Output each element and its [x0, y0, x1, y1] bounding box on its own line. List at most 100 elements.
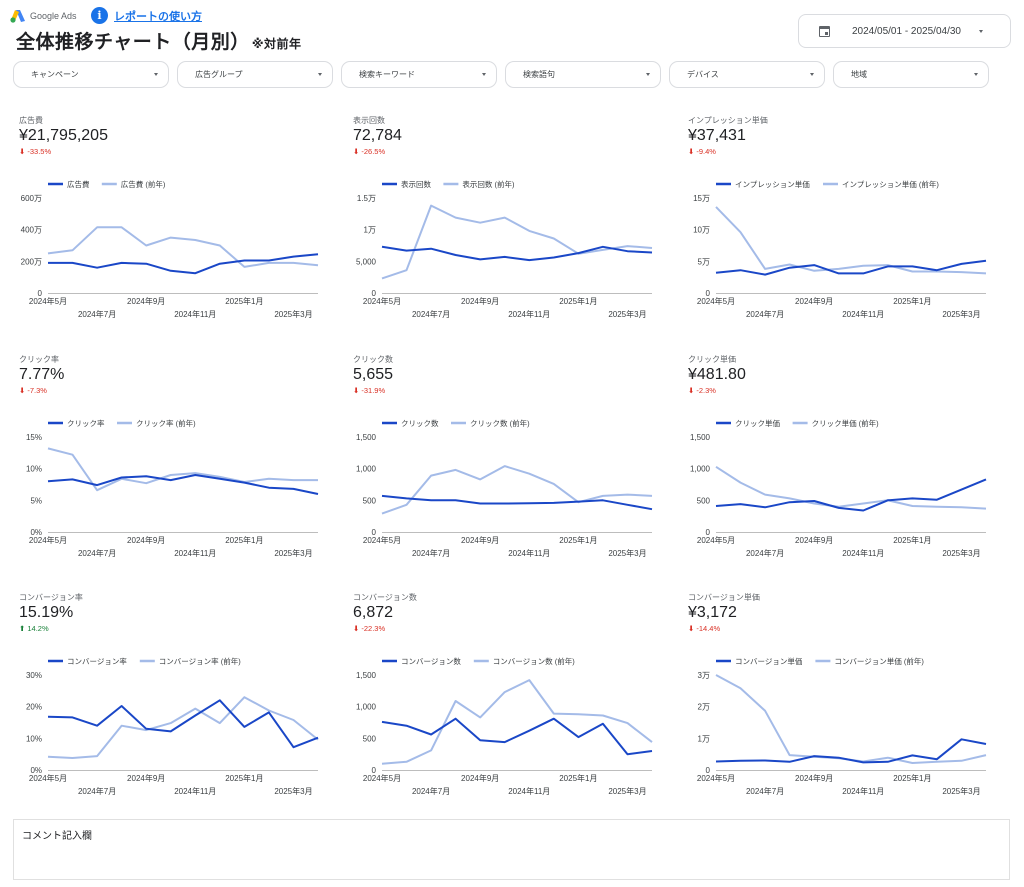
comment-box[interactable]: コメント記入欄	[13, 819, 1010, 880]
legend-item[interactable]: クリック率	[48, 418, 105, 428]
legend-item[interactable]: コンバージョン単価	[716, 656, 803, 666]
filter-label: デバイス	[687, 70, 719, 79]
x-tick-label: 2024年11月	[174, 548, 216, 558]
legend-item[interactable]: インプレッション単価 (前年)	[823, 179, 939, 189]
x-tick-label: 2024年5月	[697, 296, 735, 306]
x-tick-label: 2024年9月	[461, 296, 499, 306]
filter-campaign[interactable]: キャンペーン	[13, 61, 169, 88]
filter-ad-group[interactable]: 広告グループ	[177, 61, 333, 88]
filter-label: 広告グループ	[195, 70, 243, 79]
chart-cpa[interactable]: コンバージョン単価 コンバージョン単価 (前年) 0 1万 2万 3万 2024年5月 202…	[668, 647, 998, 802]
kpi-delta: ⬇ -26.5%	[353, 147, 402, 156]
filter-search-term[interactable]: 検索語句	[505, 61, 661, 88]
x-tick-label: 2024年7月	[78, 786, 116, 796]
x-tick-label: 2024年11月	[508, 309, 550, 319]
y-tick-label: 0	[706, 289, 711, 298]
kpi-delta-value: -2.3%	[696, 386, 716, 395]
kpi-label: 表示回数	[353, 116, 385, 125]
legend-item[interactable]: クリック単価 (前年)	[792, 418, 880, 428]
x-tick-label: 2025年1月	[559, 296, 597, 306]
y-tick-label: 1.5万	[357, 194, 376, 203]
x-tick-label: 2024年7月	[412, 309, 450, 319]
kpi-value: ¥481.80	[688, 366, 746, 383]
legend-item[interactable]: コンバージョン数	[382, 656, 461, 666]
filter-keyword[interactable]: 検索キーワード	[341, 61, 497, 88]
kpi-delta: ⬇ -22.3%	[353, 624, 417, 633]
y-tick-label: 600万	[21, 194, 42, 203]
dropdown-caret-icon	[154, 73, 158, 76]
x-tick-label: 2024年7月	[78, 548, 116, 558]
x-tick-label: 2024年7月	[412, 786, 450, 796]
y-tick-label: 1,500	[690, 433, 711, 442]
date-range-picker[interactable]: 2024/05/01 - 2025/04/30	[798, 14, 1011, 48]
dropdown-caret-icon	[646, 73, 650, 76]
chart-conversions[interactable]: コンバージョン数 コンバージョン数 (前年) 0 500 1,000 1,500 2024年…	[334, 647, 664, 802]
legend-label: コンバージョン数	[401, 656, 461, 666]
x-tick-label: 2024年7月	[746, 786, 784, 796]
legend-item[interactable]: クリック率 (前年)	[117, 418, 196, 428]
y-tick-label: 1,000	[690, 465, 711, 474]
legend-item[interactable]: コンバージョン率 (前年)	[139, 656, 241, 666]
kpi-cvr: コンバージョン率 15.19% ⬆ 14.2%	[19, 592, 83, 633]
page-title-note: ※対前年	[251, 37, 302, 51]
page-title: 全体推移チャート（月別） ※対前年	[16, 27, 301, 54]
filter-device[interactable]: デバイス	[669, 61, 825, 88]
y-tick-label: 1,500	[356, 433, 377, 442]
legend-label: クリック率 (前年)	[136, 418, 196, 428]
legend-item[interactable]: コンバージョン率	[48, 656, 127, 666]
y-tick-label: 400万	[21, 226, 42, 235]
chart-ad-cost[interactable]: 広告費 広告費 (前年) 0 200万 400万 600万 2024年5月 2024年7月 20…	[0, 170, 330, 325]
x-tick-label: 2025年3月	[274, 309, 312, 319]
legend-label: クリック単価	[735, 418, 780, 428]
chart-ctr[interactable]: クリック率 クリック率 (前年) 0% 5% 10% 15% 2024年5月 2024年7月 2…	[0, 409, 330, 564]
chart-cpc[interactable]: クリック単価 クリック単価 (前年) 0 500 1,000 1,500 2024年5月 20…	[668, 409, 998, 564]
y-tick-label: 1万	[698, 734, 710, 743]
legend-label: インプレッション単価	[735, 179, 810, 189]
legend-label: コンバージョン率	[67, 656, 127, 666]
series-current-line	[381, 717, 653, 756]
chart-clicks[interactable]: クリック数 クリック数 (前年) 0 500 1,000 1,500 2024年5月 2024…	[334, 409, 664, 564]
kpi-label: クリック単価	[688, 355, 736, 364]
legend-item[interactable]: コンバージョン数 (前年)	[473, 656, 575, 666]
series-previous-year-line	[47, 696, 319, 759]
x-tick-label: 2024年9月	[127, 535, 165, 545]
y-tick-label: 1,000	[356, 703, 377, 712]
legend-item[interactable]: インプレッション単価	[716, 179, 810, 189]
x-tick-label: 2024年11月	[174, 309, 216, 319]
series-current-line	[715, 259, 987, 276]
series-previous-year-line	[381, 204, 653, 280]
x-tick-label: 2025年3月	[274, 548, 312, 558]
kpi-delta: ⬇ -33.5%	[19, 147, 108, 156]
legend-item[interactable]: 表示回数	[382, 179, 431, 189]
filter-label: 地域	[851, 70, 867, 79]
legend-item[interactable]: 広告費	[48, 179, 90, 189]
x-tick-label: 2025年1月	[559, 773, 597, 783]
series-current-line	[715, 478, 987, 512]
legend-label: インプレッション単価 (前年)	[842, 179, 939, 189]
kpi-label: コンバージョン率	[19, 593, 83, 602]
x-tick-label: 2024年5月	[363, 296, 401, 306]
series-current-line	[381, 494, 653, 511]
report-guide-link[interactable]: レポートの使い方	[114, 10, 202, 23]
legend-item[interactable]: コンバージョン単価 (前年)	[815, 656, 924, 666]
legend-item[interactable]: クリック数 (前年)	[451, 418, 530, 428]
x-tick-label: 2025年3月	[942, 548, 980, 558]
legend-item[interactable]: 表示回数 (前年)	[443, 179, 515, 189]
chart-cvr[interactable]: コンバージョン率 コンバージョン率 (前年) 0% 10% 20% 30% 2024年5月 2…	[0, 647, 330, 802]
x-tick-label: 2025年1月	[893, 535, 931, 545]
arrow-down-icon: ⬇	[353, 386, 362, 395]
legend-item[interactable]: クリック単価	[716, 418, 780, 428]
x-tick-label: 2024年9月	[795, 773, 833, 783]
kpi-delta: ⬇ -9.4%	[688, 147, 768, 156]
legend-item[interactable]: 広告費 (前年)	[101, 179, 166, 189]
x-tick-label: 2024年7月	[78, 309, 116, 319]
filter-region[interactable]: 地域	[833, 61, 989, 88]
y-tick-label: 500	[363, 496, 377, 505]
y-tick-label: 5%	[30, 496, 42, 505]
y-tick-label: 30%	[26, 671, 42, 680]
legend-item[interactable]: クリック数	[382, 418, 439, 428]
chart-impressions[interactable]: 表示回数 表示回数 (前年) 0 5,000 1万 1.5万 2024年5月 2024年7月 2…	[334, 170, 664, 325]
kpi-value: ¥3,172	[688, 604, 737, 621]
chart-cpm[interactable]: インプレッション単価 インプレッション単価 (前年) 0 5万 10万 15万 2024年5…	[668, 170, 998, 325]
help-link-group[interactable]: i レポートの使い方	[91, 7, 202, 24]
